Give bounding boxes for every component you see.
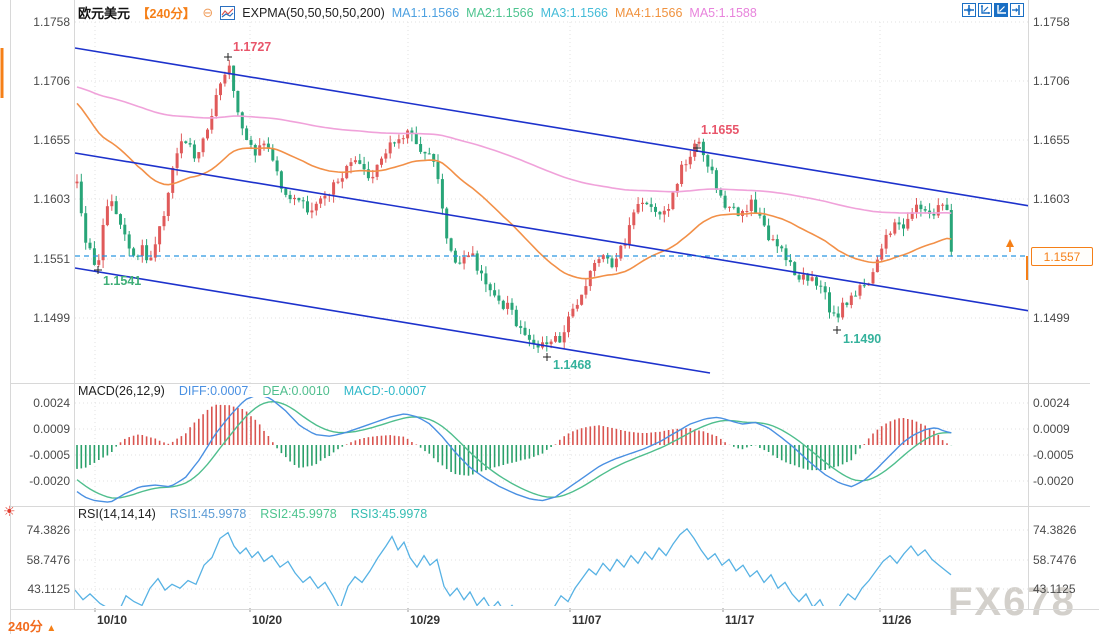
price-up-arrow-icon [1006,239,1014,252]
indicator-chart-icon[interactable] [220,5,236,20]
x-axis-date-label: 10/20 [252,613,283,627]
x-axis-date-label: 11/07 [572,613,602,627]
scale-axis-active-icon[interactable] [994,3,1008,17]
y-axis-label-left: 1.1551 [33,252,70,266]
watermark: FX678 [948,580,1076,624]
macd-title: MACD(26,12,9) [78,384,165,398]
y-axis-label-right: 0.0024 [1033,396,1070,410]
scale-axis-icon[interactable] [978,3,992,17]
y-axis-label-left: 1.1499 [33,311,70,325]
y-axis-label-left: 1.1706 [33,74,70,88]
price-panel [75,47,1028,374]
symbol-name: 欧元美元 [78,6,131,21]
timeframe-label[interactable]: 【240分】 [137,7,196,21]
rsi-title: RSI(14,14,14) [78,507,156,521]
ma5-value: MA5:1.1588 [689,5,757,20]
x-axis-date-label: 11/26 [882,613,912,627]
y-axis-label-right: 1.1758 [1033,15,1070,29]
y-axis-label-right: 1.1603 [1033,192,1070,206]
y-axis-label-left: 1.1758 [33,15,70,29]
x-axis-date-label: 10/29 [410,613,441,627]
chart-toolbar [962,3,1024,17]
timeframe-arrow-icon: ▲ [46,623,57,634]
y-axis-label-left: 1.1655 [33,133,70,147]
price-annotation: 1.1655 [701,123,740,137]
rsi-panel [75,527,952,606]
x-axis-date-label: 10/10 [97,613,128,627]
y-axis-label-right: 1.1655 [1033,133,1070,147]
jump-latest-icon[interactable] [1010,3,1024,17]
rsi3-value: RSI3:45.9978 [350,507,428,521]
y-axis-label-left: -0.0005 [29,448,70,462]
crosshair-move-icon[interactable] [962,3,976,17]
current-price-tag: 1.1557 [1031,247,1093,266]
x-axis-date-label: 11/17 [725,613,755,627]
macd-header: MACD(26,12,9) DIFF:0.0007 DEA:0.0010 MAC… [78,384,426,398]
y-axis-label-right: -0.0005 [1033,448,1074,462]
ma1-value: MA1:1.1566 [391,5,460,20]
y-axis-label-left: 58.7476 [26,553,70,567]
timeframe-button[interactable]: 240分 ▲ [8,616,56,634]
ma3-value: MA3:1.1566 [540,5,608,20]
price-annotation: 1.1727 [233,40,272,54]
y-axis-label-left: 0.0024 [33,396,70,410]
sun-icon[interactable]: ☀ [3,503,16,519]
gridlines [75,21,1028,612]
macd-dea-value: DEA:0.0010 [262,384,330,398]
y-axis-label-right: -0.0020 [1033,474,1074,488]
price-annotation: 1.1541 [103,274,142,288]
y-axis-label-right: 43.1125 [1033,582,1076,596]
price-annotation: 1.1490 [843,332,882,346]
ma4-value: MA4:1.1566 [615,5,683,20]
price-annotation: 1.1468 [553,358,592,372]
y-axis-label-left: -0.0020 [29,474,70,488]
rsi2-value: RSI2:45.9978 [260,507,337,521]
y-axis-label-left: 0.0009 [33,422,70,436]
left-scroll-thumb [0,48,4,98]
y-axis-label-left: 43.1125 [27,582,71,596]
rsi-header: RSI(14,14,14) RSI1:45.9978 RSI2:45.9978 … [78,507,427,521]
rsi1-value: RSI1:45.9978 [169,507,247,521]
current-price-value: 1.1557 [1043,249,1081,264]
y-axis-label-right: 1.1706 [1033,74,1070,88]
y-axis-label-right: 74.3826 [1033,523,1077,537]
collapse-indicator-icon[interactable]: ⊖ [202,4,214,20]
ma2-value: MA2:1.1566 [466,5,534,20]
timeframe-text: 240分 [8,619,43,634]
y-axis-label-right: 1.1499 [1033,311,1070,325]
macd-panel [76,397,953,503]
y-axis-label-right: 58.7476 [1033,553,1077,567]
y-axis-label-right: 0.0009 [1033,422,1070,436]
expma-label: EXPMA(50,50,50,50,200) [242,5,385,20]
macd-diff-value: DIFF:0.0007 [178,384,249,398]
chart-header: 欧元美元 【240分】 ⊖ EXPMA(50,50,50,50,200) MA1… [78,3,757,22]
macd-macd-value: MACD:-0.0007 [343,384,427,398]
y-axis-label-left: 1.1603 [33,192,70,206]
y-axis-label-left: 74.3826 [26,523,70,537]
